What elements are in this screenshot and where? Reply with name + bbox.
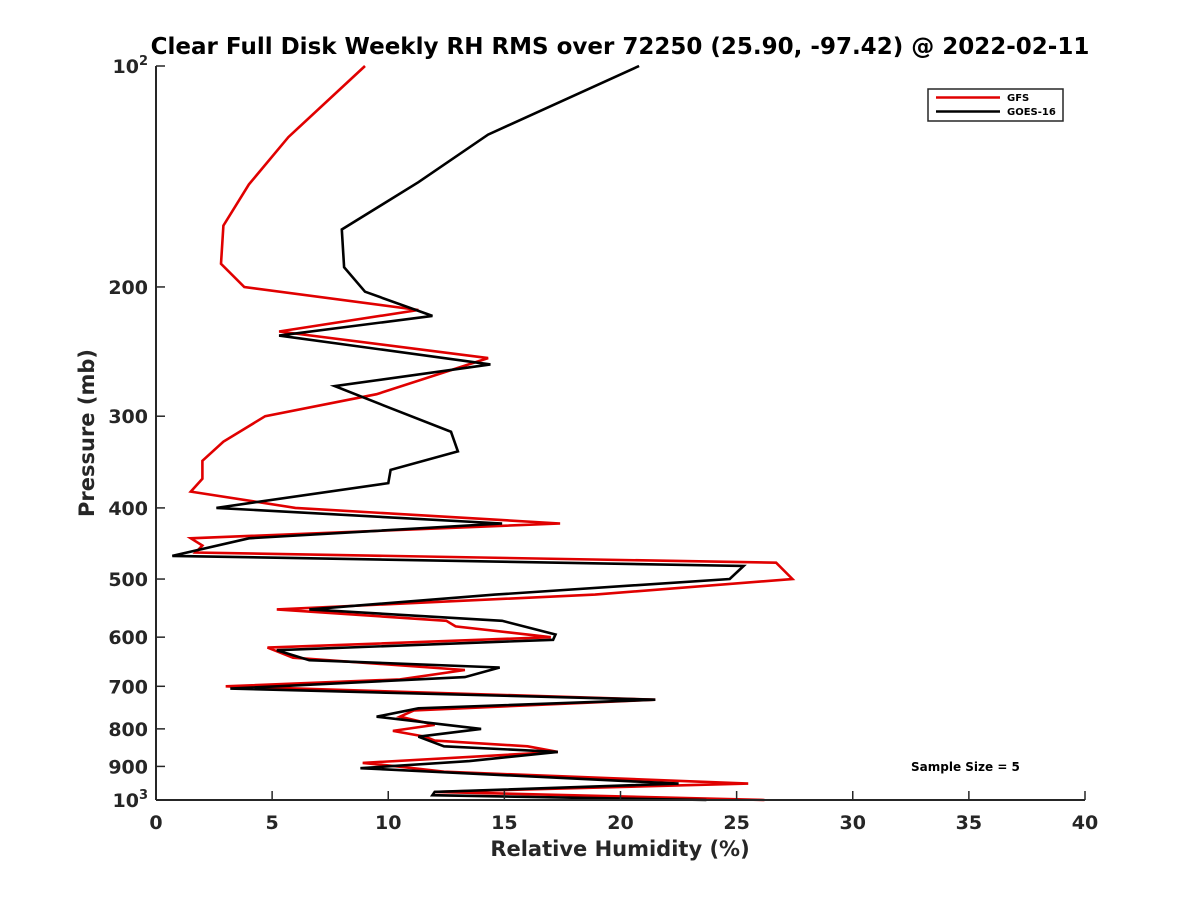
y-tick-label: 102 [113, 54, 149, 78]
y-tick-label: 500 [108, 569, 148, 591]
chart-title: Clear Full Disk Weekly RH RMS over 72250… [151, 34, 1090, 60]
x-tick-label: 0 [149, 812, 162, 834]
series-line-gfs [186, 65, 796, 802]
legend: GFS GOES-16 [927, 88, 1064, 122]
x-tick-label: 40 [1072, 812, 1098, 834]
legend-box [927, 88, 1064, 122]
y-tick-label: 200 [108, 277, 148, 299]
x-axis-label: Relative Humidity (%) [490, 837, 749, 861]
x-tick-label: 25 [723, 812, 749, 834]
series-layer [172, 64, 796, 802]
x-tick-label: 5 [266, 812, 279, 834]
y-axis-label: Pressure (mb) [75, 349, 99, 517]
y-tick-label: 900 [108, 756, 148, 778]
legend-label-goes16: GOES-16 [1007, 107, 1056, 118]
y-ticks: 102 200 300 400 500 600 700 800 900 103 [108, 54, 165, 812]
x-tick-label: 20 [607, 812, 633, 834]
legend-label-gfs: GFS [1007, 93, 1029, 104]
x-tick-label: 10 [375, 812, 401, 834]
y-tick-label: 400 [108, 498, 148, 520]
y-tick-label: 700 [108, 676, 148, 698]
y-tick-label: 103 [113, 788, 149, 812]
sample-size-annotation: Sample Size = 5 [911, 760, 1020, 774]
x-tick-label: 15 [491, 812, 517, 834]
y-tick-label: 300 [108, 406, 148, 428]
y-tick-label: 800 [108, 719, 148, 741]
x-tick-label: 30 [840, 812, 866, 834]
x-ticks: 0 5 10 15 20 25 30 35 40 [149, 791, 1098, 834]
y-tick-label: 600 [108, 627, 148, 649]
series-line-goes16 [172, 64, 747, 802]
x-tick-label: 35 [956, 812, 982, 834]
